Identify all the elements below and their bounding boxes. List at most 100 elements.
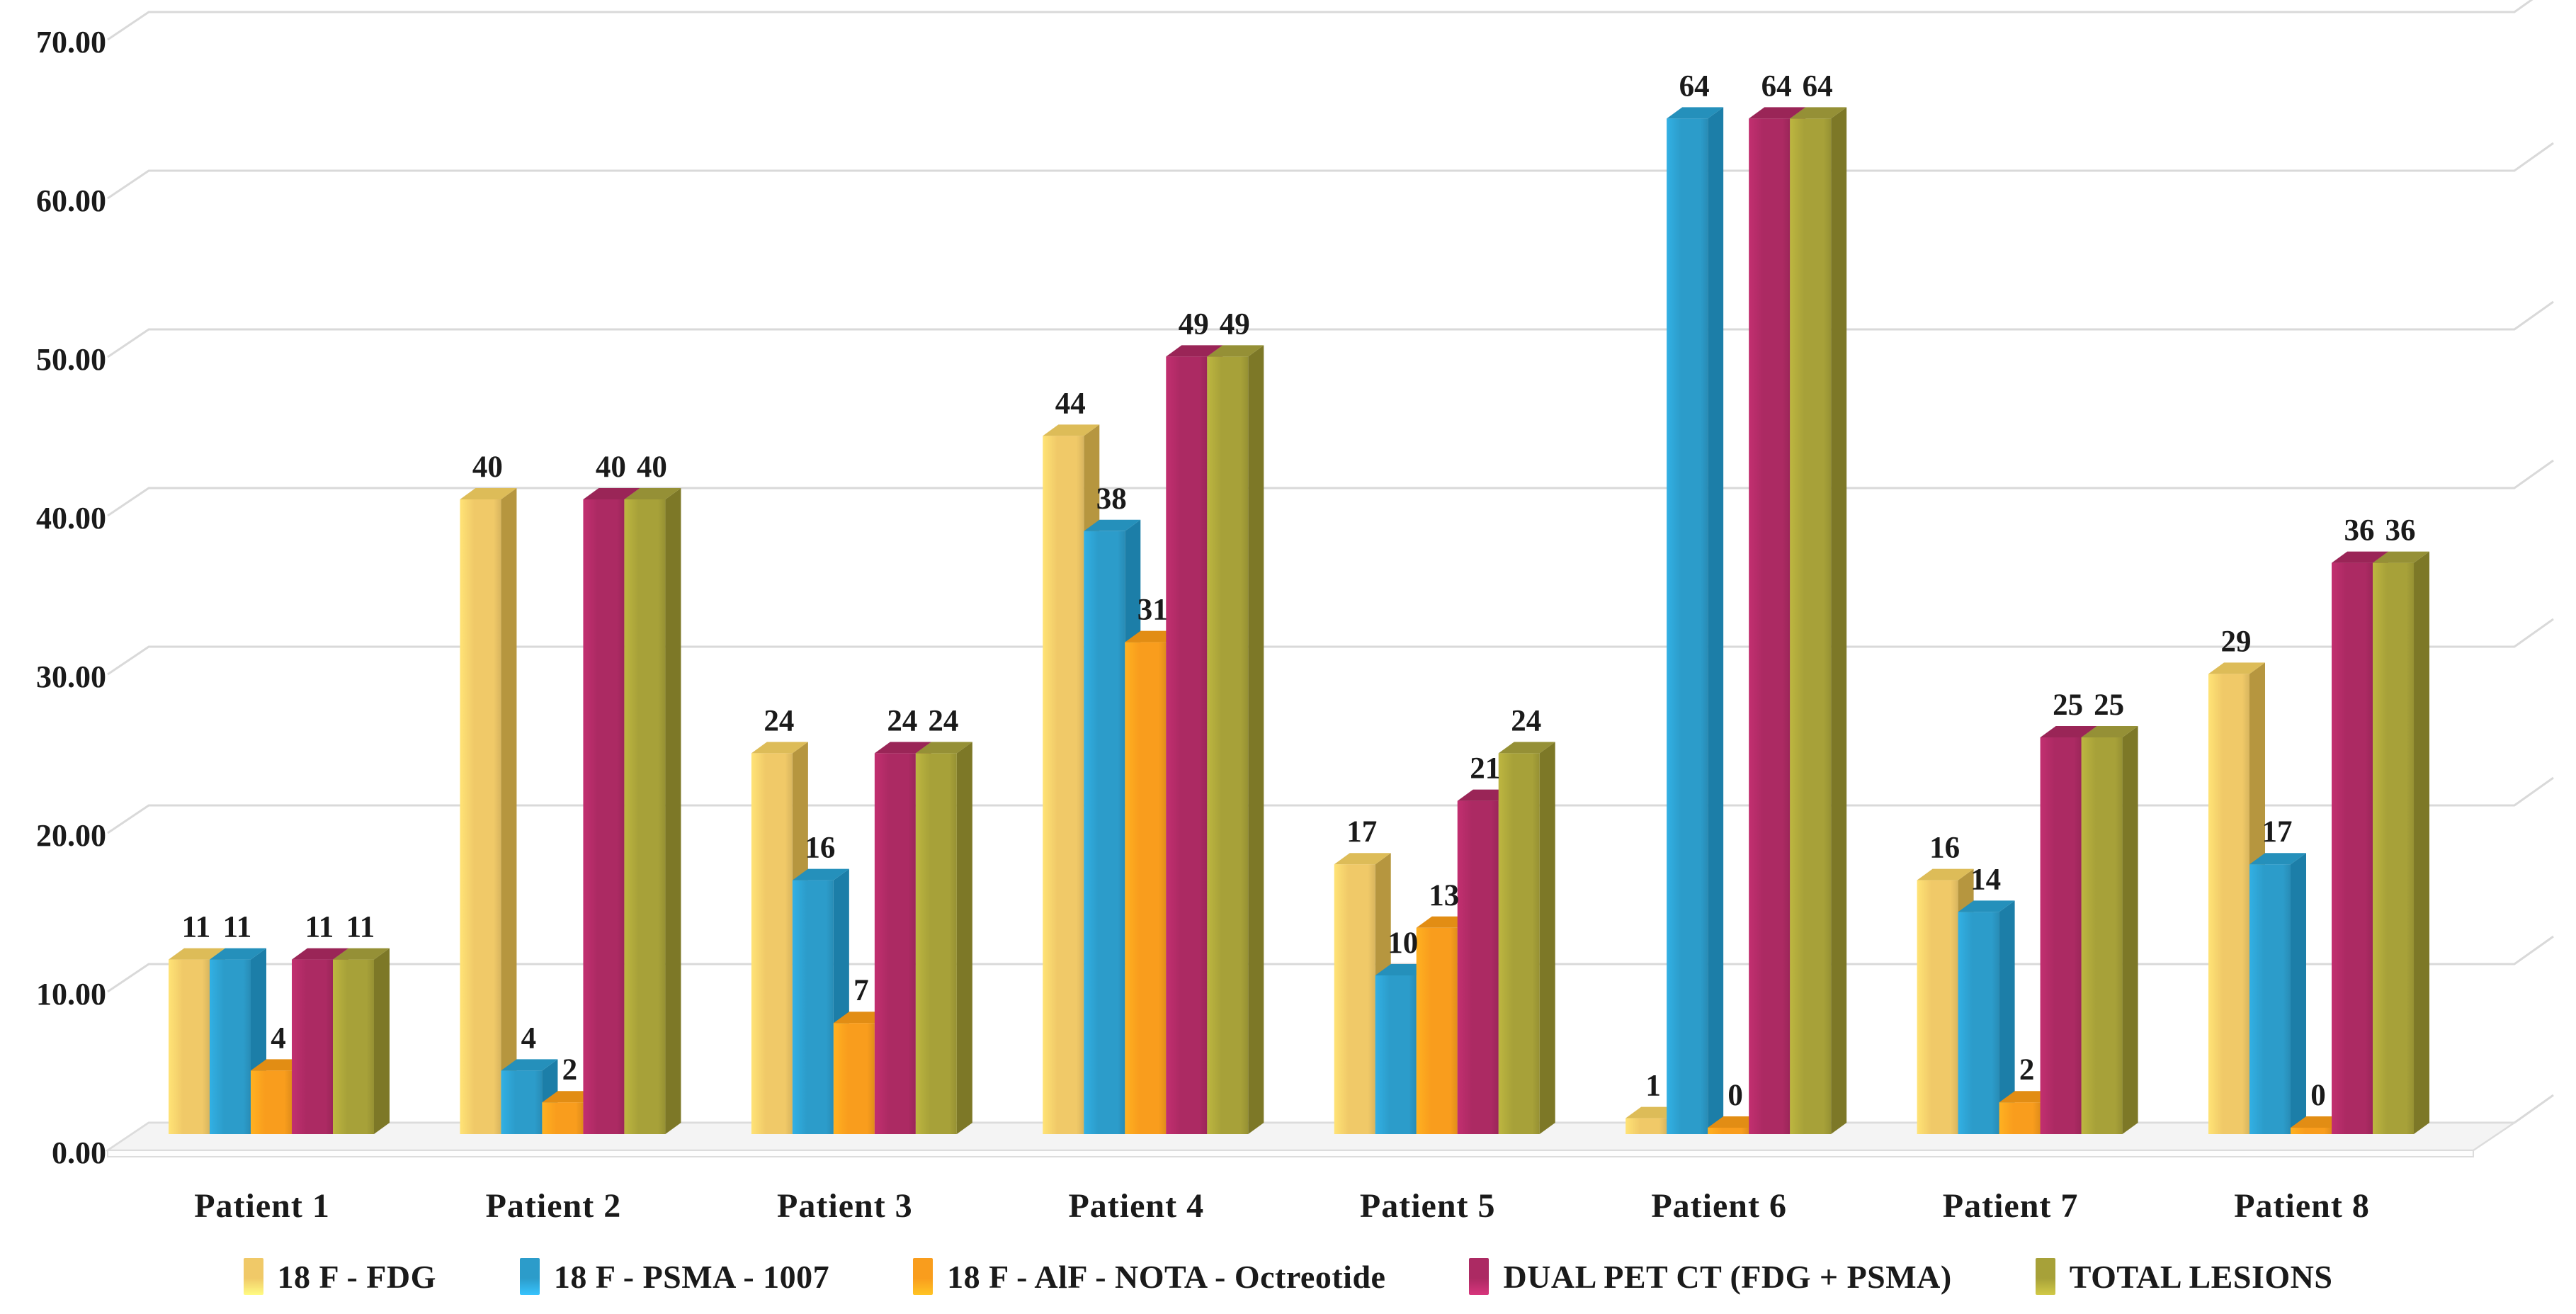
bar-value-label: 44 xyxy=(1055,387,1086,420)
plot-area: 0.00 10.00 20.00 30.00 40.00 50.00 60.00 70.00 1… xyxy=(36,0,2554,1225)
legend-item-2: 18 F - PSMA - 1007 xyxy=(519,1258,830,1296)
bar-value-label: 25 xyxy=(2094,689,2124,722)
bar-patient2-series1 xyxy=(460,488,517,1134)
bar-value-label: 36 xyxy=(2344,514,2375,548)
bar-value-label: 1 xyxy=(1645,1070,1661,1103)
bar-group-5: 17 10 13 21 24 xyxy=(1334,704,1555,1134)
bar-side-face xyxy=(374,948,390,1134)
x-axis-category-label: Patient 6 xyxy=(1651,1187,1787,1225)
bar-side-face xyxy=(2291,853,2307,1134)
legend-item-5: TOTAL LESIONS xyxy=(2035,1258,2333,1296)
bar-front-face xyxy=(1749,118,1791,1134)
bar-front-face xyxy=(2081,737,2123,1134)
bar-value-label: 11 xyxy=(223,911,252,944)
bar-value-label: 11 xyxy=(346,911,375,944)
bar-value-label: 29 xyxy=(2221,625,2252,658)
bar-front-face xyxy=(2208,674,2250,1134)
bar-value-label: 49 xyxy=(1179,307,1209,341)
bar-group-1: 11 11 4 11 11 xyxy=(169,911,390,1134)
bar-value-label: 25 xyxy=(2053,689,2083,722)
bar-front-face xyxy=(251,1070,292,1134)
bar-front-face xyxy=(833,1023,875,1134)
bar-top-face xyxy=(1166,345,1223,357)
bar-top-face xyxy=(2332,551,2389,563)
x-axis-category-label: Patient 7 xyxy=(1943,1187,2079,1225)
bar-front-face xyxy=(1043,436,1084,1134)
gridline-70 xyxy=(107,0,2534,41)
bar-front-face xyxy=(2373,562,2415,1134)
bar-value-label: 2 xyxy=(562,1053,578,1087)
bar-front-face xyxy=(1375,975,1417,1134)
gridline-50 xyxy=(107,300,2554,358)
bar-value-label: 31 xyxy=(1137,594,1168,627)
bar-group-3: 24 16 7 24 24 xyxy=(751,704,972,1134)
bar-top-face xyxy=(2373,551,2430,563)
bar-patient8-series4 xyxy=(2332,551,2389,1134)
bar-patient3-series5 xyxy=(915,742,972,1134)
bar-side-face xyxy=(501,488,517,1134)
bar-front-face xyxy=(1708,1128,1749,1134)
bar-side-face xyxy=(1999,900,2015,1134)
bar-group-8: 29 17 0 36 36 xyxy=(2208,514,2430,1134)
bar-top-face xyxy=(583,488,640,499)
bar-front-face xyxy=(1334,864,1375,1134)
x-axis-category-label: Patient 2 xyxy=(486,1187,622,1225)
legend-label: DUAL PET CT (FDG + PSMA) xyxy=(1503,1258,1952,1295)
bar-side-face xyxy=(2122,726,2138,1134)
bar-patient5-series5 xyxy=(1498,742,1555,1134)
bar-top-face xyxy=(292,948,348,960)
bar-front-face xyxy=(333,959,374,1134)
legend-label: 18 F - PSMA - 1007 xyxy=(553,1258,830,1295)
y-axis-tick-label: 70.00 xyxy=(36,25,106,60)
bar-value-label: 64 xyxy=(1679,69,1710,103)
legend-color-chip xyxy=(1469,1258,1490,1295)
bar-front-face xyxy=(501,1070,543,1134)
bar-front-face xyxy=(624,499,666,1134)
x-axis-category-label: Patient 8 xyxy=(2234,1187,2370,1225)
bar-front-face xyxy=(460,499,501,1134)
bar-value-label: 17 xyxy=(1346,815,1377,849)
y-axis-tick-label: 60.00 xyxy=(36,183,106,218)
bar-value-label: 64 xyxy=(1803,69,1833,103)
bar-value-label: 64 xyxy=(1761,69,1792,103)
y-axis-tick-label: 50.00 xyxy=(36,342,106,377)
bar-value-label: 16 xyxy=(1929,832,1960,865)
bar-side-face xyxy=(2414,551,2430,1134)
bar-top-face xyxy=(874,742,931,754)
legend-label: 18 F - AlF - NOTA - Octreotide xyxy=(947,1258,1386,1295)
bar-patient8-series2 xyxy=(2249,853,2307,1134)
bar-top-face xyxy=(2040,726,2097,737)
bar-front-face xyxy=(1999,1102,2041,1134)
bar-side-face xyxy=(665,488,681,1134)
bar-value-label: 2 xyxy=(2019,1053,2035,1087)
bar-side-face xyxy=(1831,107,1847,1134)
bar-value-label: 0 xyxy=(2310,1079,2326,1112)
legend-item-3: 18 F - AlF - NOTA - Octreotide xyxy=(913,1258,1385,1296)
bar-patient7-series5 xyxy=(2081,726,2138,1134)
bar-top-face xyxy=(169,948,225,960)
bar-side-face xyxy=(956,742,972,1134)
bar-front-face xyxy=(542,1102,584,1134)
legend-color-chip xyxy=(519,1258,540,1295)
bar-value-label: 4 xyxy=(521,1021,537,1055)
bar-top-face xyxy=(1958,900,2015,912)
bar-front-face xyxy=(1790,118,1832,1134)
y-axis-tick-label: 0.00 xyxy=(52,1135,106,1170)
legend-color-chip xyxy=(2035,1258,2055,1295)
bar-top-face xyxy=(624,488,681,499)
bar-patient2-series5 xyxy=(624,488,681,1134)
bar-top-face xyxy=(915,742,972,754)
bar-side-face xyxy=(1708,107,1724,1134)
y-axis-tick-label: 10.00 xyxy=(36,977,106,1012)
x-axis-category-label: Patient 4 xyxy=(1068,1187,1204,1225)
bar-value-label: 13 xyxy=(1429,879,1459,912)
legend-color-chip xyxy=(913,1258,934,1295)
gridline-30 xyxy=(107,618,2554,676)
bar-front-face xyxy=(1958,912,1999,1134)
chart-floor-edge xyxy=(107,1150,2474,1157)
bar-top-face xyxy=(1749,107,1806,119)
bar-value-label: 40 xyxy=(596,451,626,484)
bar-top-face xyxy=(751,742,808,754)
bar-group-2: 40 42 40 40 xyxy=(460,451,681,1134)
